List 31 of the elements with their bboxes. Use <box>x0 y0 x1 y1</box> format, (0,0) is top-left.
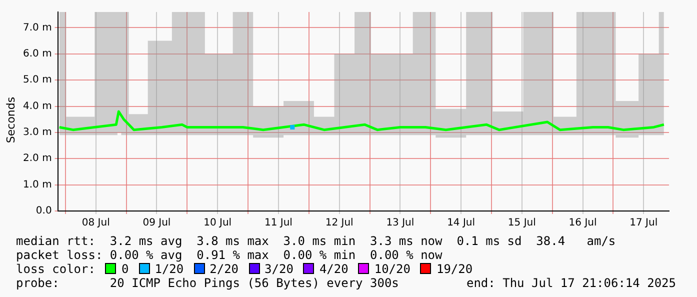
x-tick-label: 10 Jul <box>204 218 232 229</box>
legend-title: loss color: <box>16 262 96 276</box>
legend-label: 2/20 <box>210 262 239 276</box>
y-tick-label: 2.0 m <box>22 153 52 164</box>
x-tick-label: 15 Jul <box>508 218 536 229</box>
legend-label: 10/20 <box>374 262 410 276</box>
text: packet loss: 0.00 % avg 0.91 % max 0.00 % min 0.00 % now <box>16 248 442 262</box>
text: end: Thu Jul 17 21:06:14 2025 <box>466 276 676 290</box>
x-tick-label: 17 Jul <box>630 218 658 229</box>
y-tick-label: 6.0 m <box>22 48 52 60</box>
y-tick-label: 0.0 <box>36 206 52 217</box>
y-tick-label: 5.0 m <box>22 74 52 86</box>
y-tick-label: 1.0 m <box>22 179 52 190</box>
x-tick-label: 14 Jul <box>447 218 476 229</box>
x-tick-label: 13 Jul <box>386 218 414 229</box>
text: median rtt: 3.2 ms avg 3.8 ms max 3.0 ms min 3.3 ms now 0.1 ms sd 38.4 am/s <box>16 234 616 248</box>
y-tick-label: 7.0 m <box>22 22 52 34</box>
x-tick-label: 08 Jul <box>82 218 110 229</box>
text: probe: 20 ICMP Echo Pings (56 Bytes) every 300s <box>16 276 399 290</box>
legend-label: 1/20 <box>154 262 184 276</box>
legend-label: 19/20 <box>436 262 473 276</box>
x-tick-label: 12 Jul <box>325 218 354 229</box>
x-tick-label: 16 Jul <box>568 218 597 229</box>
y-tick-label: 4.0 m <box>22 100 52 112</box>
legend-label: 3/20 <box>264 262 294 276</box>
legend-label: 4/20 <box>319 262 348 276</box>
x-tick-label: 11 Jul <box>264 218 292 229</box>
x-tick-label: 09 Jul <box>142 218 171 229</box>
y-axis-title: Seconds <box>4 96 18 144</box>
legend-label: 0 <box>121 262 129 276</box>
y-tick-label: 3.0 m <box>22 127 52 138</box>
